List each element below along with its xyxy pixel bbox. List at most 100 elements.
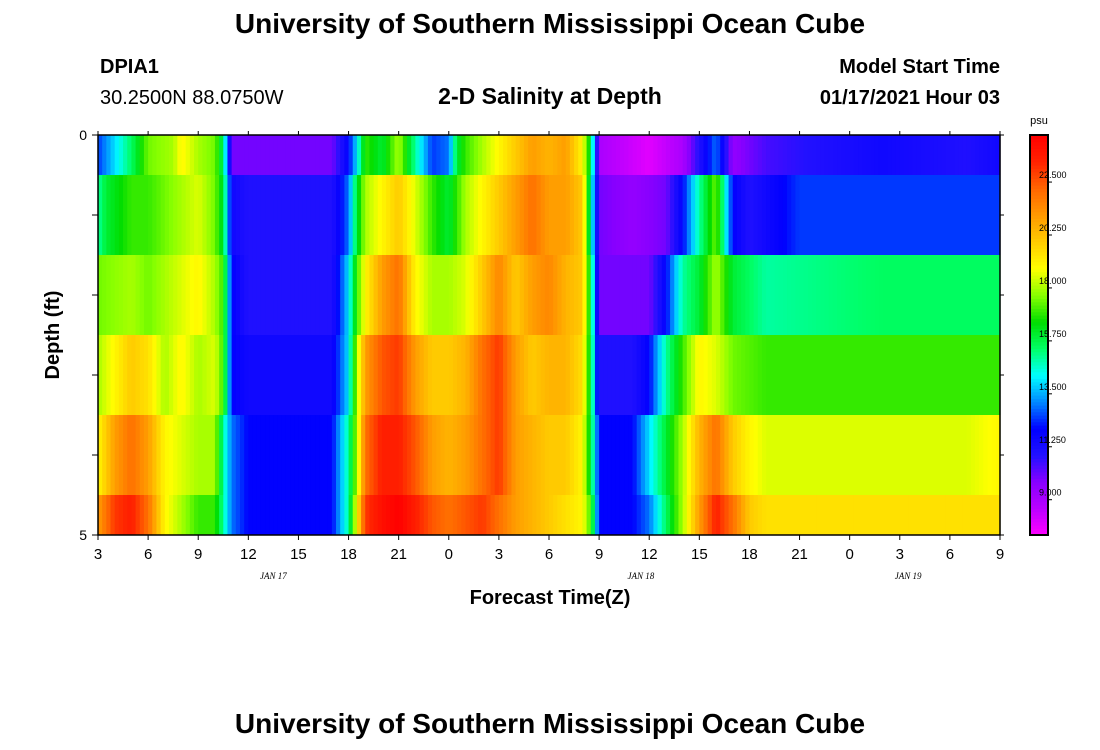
heatmap-cell-layer-5: [899, 415, 905, 495]
heatmap-cell-layer-3: [478, 255, 483, 335]
heatmap-cell-layer-1: [661, 135, 667, 175]
heatmap-cell-layer-6: [239, 495, 245, 535]
heatmap-cell-layer-1: [415, 135, 421, 175]
heatmap-cell-layer-3: [536, 255, 542, 335]
heatmap-cell-layer-5: [962, 415, 968, 495]
heatmap-cell-layer-1: [127, 135, 133, 175]
heatmap-cell-layer-2: [757, 175, 763, 255]
heatmap-cell-layer-3: [812, 255, 817, 335]
heatmap-cell-layer-2: [323, 175, 329, 255]
heatmap-cell-layer-5: [294, 415, 300, 495]
heatmap-cell-layer-2: [929, 175, 934, 255]
heatmap-cell-layer-5: [432, 415, 437, 495]
heatmap-cell-layer-1: [686, 135, 692, 175]
heatmap-cell-layer-2: [285, 175, 291, 255]
heatmap-cell-layer-4: [707, 335, 713, 415]
heatmap-cell-layer-1: [478, 135, 483, 175]
colorbar-unit: psu: [1030, 115, 1048, 127]
heatmap-cell-layer-3: [970, 255, 976, 335]
heatmap-cell-layer-5: [148, 415, 153, 495]
heatmap-cell-layer-2: [586, 175, 592, 255]
heatmap-cell-layer-2: [824, 175, 830, 255]
heatmap-cell-layer-1: [979, 135, 984, 175]
colorbar-segment: [1030, 508, 1048, 513]
heatmap-cell-layer-2: [803, 175, 809, 255]
heatmap-cell-layer-3: [469, 255, 475, 335]
heatmap-cell-layer-2: [390, 175, 396, 255]
heatmap-cell-layer-5: [561, 415, 567, 495]
heatmap-cell-layer-3: [565, 255, 571, 335]
heatmap-cell-layer-5: [891, 415, 897, 495]
heatmap-cell-layer-4: [970, 335, 976, 415]
heatmap-cell-layer-1: [841, 135, 847, 175]
heatmap-cell-layer-4: [578, 335, 584, 415]
heatmap-cell-layer-5: [903, 415, 909, 495]
heatmap-cell-layer-1: [344, 135, 350, 175]
heatmap-cell-layer-6: [974, 495, 980, 535]
heatmap-cell-layer-2: [469, 175, 475, 255]
heatmap-cell-layer-2: [640, 175, 646, 255]
heatmap-cell-layer-2: [903, 175, 909, 255]
heatmap-cell-layer-3: [749, 255, 755, 335]
heatmap-cell-layer-2: [991, 175, 997, 255]
colorbar-segment: [1030, 405, 1048, 409]
heatmap-cell-layer-3: [557, 255, 563, 335]
heatmap-cell-layer-3: [966, 255, 972, 335]
heatmap-cell-layer-4: [306, 335, 312, 415]
heatmap-cell-layer-3: [386, 255, 391, 335]
heatmap-cell-layer-3: [127, 255, 133, 335]
heatmap-cell-layer-1: [444, 135, 450, 175]
heatmap-cell-layer-3: [440, 255, 446, 335]
heatmap-cell-layer-1: [110, 135, 116, 175]
colorbar-segment: [1030, 258, 1048, 263]
heatmap-cell-layer-6: [106, 495, 112, 535]
heatmap-cell-layer-3: [407, 255, 412, 335]
heatmap-cell-layer-4: [640, 335, 646, 415]
heatmap-cell-layer-4: [273, 335, 279, 415]
heatmap-cell-layer-2: [924, 175, 930, 255]
heatmap-cell-layer-3: [841, 255, 847, 335]
heatmap-cell-layer-5: [152, 415, 158, 495]
heatmap-cell-layer-3: [561, 255, 567, 335]
x-tick-label: 3: [896, 546, 904, 563]
heatmap-cell-layer-6: [979, 495, 984, 535]
heatmap-cell-layer-2: [239, 175, 245, 255]
heatmap-cell-layer-2: [787, 175, 792, 255]
heatmap-cell-layer-3: [582, 255, 588, 335]
colorbar-segment: [1030, 285, 1048, 289]
heatmap-cell-layer-6: [407, 495, 412, 535]
heatmap-cell-layer-5: [895, 415, 901, 495]
heatmap-cell-layer-2: [444, 175, 450, 255]
heatmap-cell-layer-5: [227, 415, 233, 495]
heatmap-cell-layer-3: [707, 255, 713, 335]
heatmap-cell-layer-3: [615, 255, 621, 335]
heatmap-cell-layer-6: [265, 495, 270, 535]
heatmap-cell-layer-1: [511, 135, 517, 175]
heatmap-cell-layer-3: [306, 255, 312, 335]
heatmap-cell-layer-5: [198, 415, 203, 495]
heatmap-cell-layer-4: [227, 335, 233, 415]
colorbar-segment: [1030, 151, 1048, 156]
colorbar-segment: [1030, 431, 1048, 436]
heatmap-cell-layer-6: [173, 495, 178, 535]
heatmap-cell-layer-3: [778, 255, 784, 335]
heatmap-cell-layer-5: [131, 415, 137, 495]
heatmap-cell-layer-2: [394, 175, 400, 255]
heatmap-cell-layer-2: [486, 175, 492, 255]
heatmap-cell-layer-2: [540, 175, 546, 255]
heatmap-cell-layer-1: [402, 135, 408, 175]
heatmap-cell-layer-2: [945, 175, 951, 255]
heatmap-cell-layer-2: [553, 175, 558, 255]
colorbar-segment: [1030, 458, 1048, 463]
heatmap-cell-layer-5: [336, 415, 341, 495]
heatmap-cell-layer-3: [665, 255, 671, 335]
heatmap-cell-layer-3: [699, 255, 705, 335]
colorbar-segment: [1030, 288, 1048, 293]
heatmap-cell-layer-6: [248, 495, 254, 535]
heatmap-cell-layer-1: [210, 135, 216, 175]
heatmap-cell-layer-3: [365, 255, 371, 335]
heatmap-cell-layer-4: [336, 335, 341, 415]
heatmap-cell-layer-2: [310, 175, 316, 255]
heatmap-cell-layer-1: [160, 135, 166, 175]
heatmap-cell-layer-6: [699, 495, 705, 535]
